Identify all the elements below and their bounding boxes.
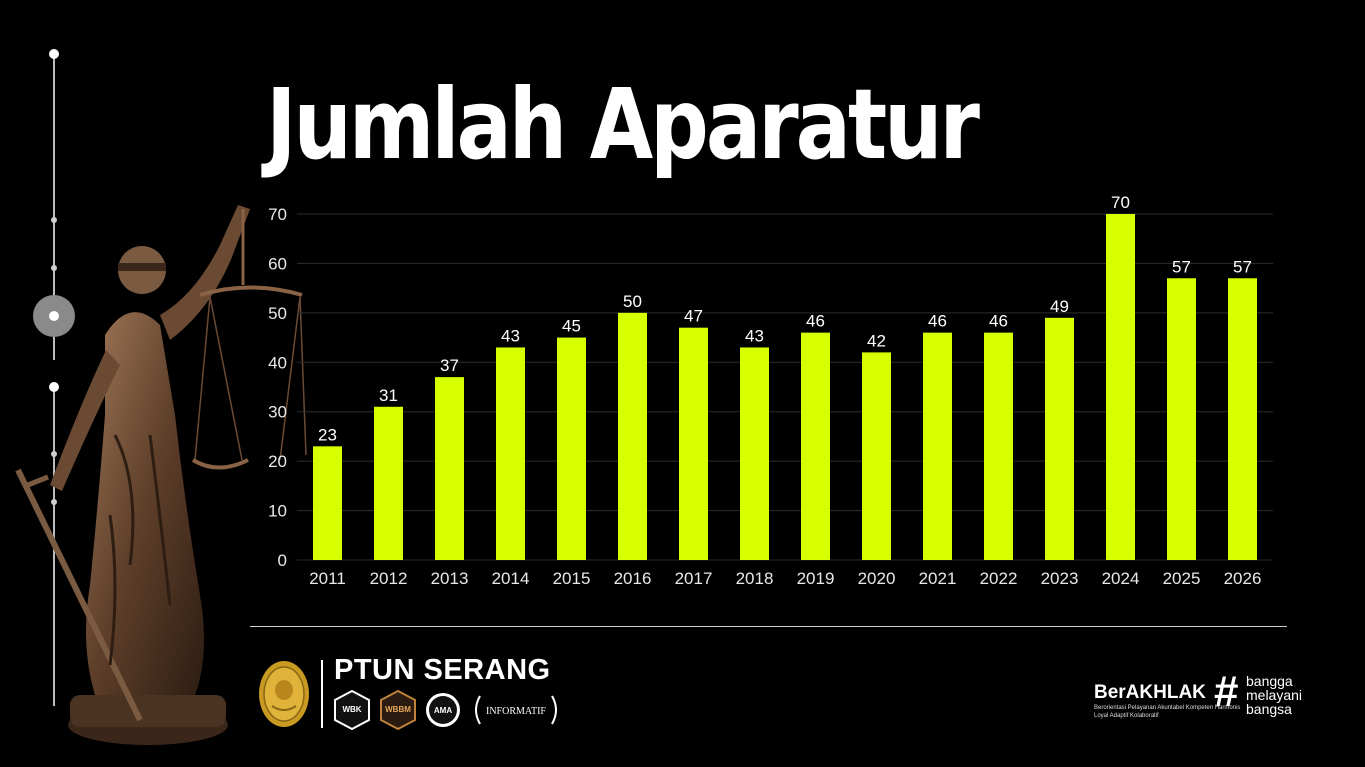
bar-2022: [984, 332, 1013, 560]
y-tick-label: 60: [268, 254, 287, 273]
bar-2016: [618, 312, 647, 560]
hashtag-icon: #: [1214, 667, 1239, 716]
data-label: 70: [1111, 193, 1130, 212]
timeline-dot-small: [51, 265, 57, 271]
timeline-dot: [49, 49, 59, 59]
data-label: 31: [379, 386, 398, 405]
x-tick-label: 2015: [553, 569, 591, 588]
bar-2014: [496, 347, 525, 560]
informatif-badge-icon: INFORMATIF: [475, 695, 557, 725]
x-tick-label: 2025: [1163, 569, 1201, 588]
footer-separator: [321, 660, 323, 728]
bar-2012: [374, 406, 403, 560]
x-tick-label: 2012: [370, 569, 408, 588]
timeline-line: [53, 55, 55, 360]
bar-2018: [740, 347, 769, 560]
bar-2013: [435, 377, 464, 560]
data-label: 47: [684, 307, 703, 326]
y-tick-label: 10: [268, 502, 287, 521]
x-tick-label: 2011: [309, 569, 346, 588]
lady-justice-statue-image: [15, 205, 307, 745]
bars: [313, 214, 1257, 560]
bar-2011: [313, 446, 342, 560]
data-label: 23: [318, 425, 337, 444]
informatif-badge-label: INFORMATIF: [486, 706, 546, 717]
y-tick-label: 20: [268, 452, 287, 471]
bar-2017: [679, 327, 708, 560]
bar-2019: [801, 332, 830, 560]
x-tick-label: 2013: [431, 569, 469, 588]
timeline-dot-small: [51, 451, 57, 457]
bar-2021: [923, 332, 952, 560]
data-label: 49: [1050, 297, 1069, 316]
data-labels: 23 31 37 43 45 50 47 43 46 42 46 46 49 70 57 57: [318, 193, 1252, 444]
x-axis-ticks: 2011 2012 2013 2014 2015 2016 2017 2018 2019 2020…: [309, 569, 1261, 588]
bar-2020: [862, 352, 891, 560]
data-label: 57: [1233, 257, 1252, 276]
ama-badge-label: AMA: [434, 706, 452, 715]
y-tick-label: 0: [278, 551, 287, 570]
organization-name: PTUN SERANG: [334, 654, 551, 686]
x-tick-label: 2023: [1041, 569, 1079, 588]
wbbm-badge-label: WBBM: [385, 705, 411, 714]
data-label: 43: [501, 326, 520, 345]
x-tick-label: 2021: [919, 569, 957, 588]
data-label: 46: [928, 312, 947, 331]
data-label: 37: [440, 356, 459, 375]
x-tick-label: 2017: [675, 569, 713, 588]
wbk-badge-label: WBK: [342, 705, 361, 714]
x-tick-label: 2019: [797, 569, 835, 588]
y-tick-label: 50: [268, 304, 287, 323]
data-label: 42: [867, 331, 886, 350]
ama-badge-icon: AMA: [426, 693, 460, 727]
timeline-dot-active-center: [49, 311, 59, 321]
tagline-line-2: melayani: [1246, 687, 1303, 703]
data-label: 43: [745, 326, 764, 345]
bar-2023: [1045, 317, 1074, 560]
y-tick-label: 70: [268, 205, 287, 224]
footer-divider: [250, 626, 1287, 627]
y-tick-label: 30: [268, 403, 287, 422]
tagline-line-3: bangsa: [1246, 701, 1292, 717]
data-label: 46: [806, 312, 825, 331]
bar-2015: [557, 337, 586, 560]
data-label: 46: [989, 312, 1008, 331]
timeline-dot-small: [51, 217, 57, 223]
x-tick-label: 2024: [1102, 569, 1140, 588]
bar-2024: [1106, 214, 1135, 560]
wbbm-badge-icon: WBBM: [380, 690, 416, 730]
bar-2026: [1228, 278, 1257, 560]
x-tick-label: 2022: [980, 569, 1018, 588]
page-title: Jumlah Aparatur: [266, 69, 980, 182]
x-tick-label: 2016: [614, 569, 652, 588]
data-label: 57: [1172, 257, 1191, 276]
berakhlak-brand: BerAKHLAK Berorientasi Pelayanan Akuntab…: [1094, 668, 1324, 728]
data-label: 45: [562, 317, 581, 336]
timeline-dot: [49, 382, 59, 392]
brand-main-text: BerAKHLAK: [1094, 682, 1206, 703]
bar-2025: [1167, 278, 1196, 560]
x-tick-label: 2020: [858, 569, 896, 588]
x-tick-label: 2026: [1224, 569, 1262, 588]
x-tick-label: 2014: [492, 569, 530, 588]
tagline-line-1: bangga: [1246, 673, 1293, 689]
y-tick-label: 40: [268, 353, 287, 372]
timeline-dot-small: [51, 499, 57, 505]
brand-tagline: bangga melayani bangsa: [1246, 674, 1302, 716]
wbk-badge-icon: WBK: [334, 690, 370, 730]
x-tick-label: 2018: [736, 569, 774, 588]
brand-sub-text: Berorientasi Pelayanan Akuntabel Kompete…: [1094, 705, 1241, 719]
y-axis-ticks: 0 10 20 30 40 50 60 70: [268, 205, 287, 570]
court-seal-logo: [259, 661, 309, 727]
data-label: 50: [623, 292, 642, 311]
